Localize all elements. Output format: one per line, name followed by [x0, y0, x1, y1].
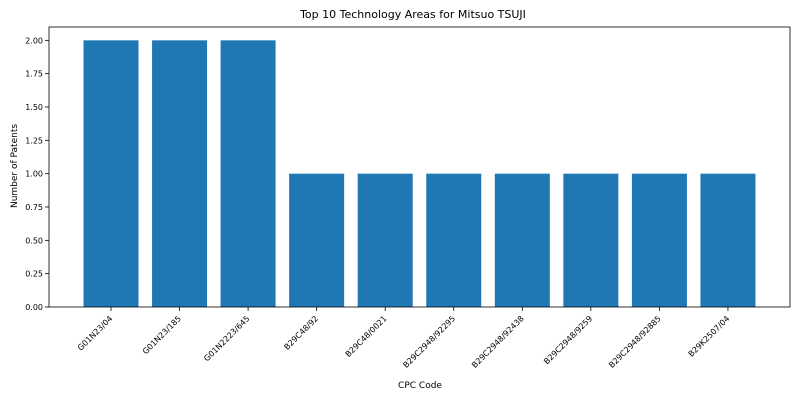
bar	[426, 174, 481, 307]
x-tick-label: B29C2948/9259	[542, 314, 594, 366]
y-tick-label: 0.25	[25, 270, 43, 279]
bar	[84, 40, 139, 307]
y-tick-label: 2.00	[25, 36, 43, 45]
y-tick-label: 0.50	[25, 236, 43, 245]
y-tick-label: 1.25	[25, 136, 43, 145]
bar	[289, 174, 344, 307]
x-tick-label: B29K2507/04	[687, 314, 732, 359]
x-tick-label: B29C48/0021	[344, 314, 389, 359]
y-tick-label: 1.75	[25, 70, 43, 79]
y-tick-label: 1.00	[25, 170, 43, 179]
bar	[632, 174, 687, 307]
y-tick-label: 0.75	[25, 203, 43, 212]
x-tick-label: G01N2223/645	[202, 314, 251, 363]
plot-area: 0.00 0.25 0.50 0.75 1.00 1.25 1.50 1.75 2.00 G01N…	[25, 27, 790, 370]
x-tick-label: G01N23/185	[141, 314, 183, 356]
x-tick-label: B29C48/92	[282, 314, 320, 352]
x-tick-label: B29C2948/92295	[401, 314, 457, 370]
bar	[221, 40, 276, 307]
bar	[563, 174, 618, 307]
x-tick-label: B29C2948/92885	[607, 314, 663, 370]
bar	[152, 40, 207, 307]
x-axis-label: CPC Code	[398, 381, 442, 391]
y-axis-label: Number of Patents	[10, 124, 20, 208]
chart-title: Top 10 Technology Areas for Mitsuo TSUJI	[299, 8, 526, 21]
bar	[700, 174, 755, 307]
bar	[495, 174, 550, 307]
y-tick-label: 0.00	[25, 303, 43, 312]
x-tick-label: B29C2948/92438	[470, 314, 526, 370]
bar	[358, 174, 413, 307]
y-tick-label: 1.50	[25, 103, 43, 112]
x-tick-label: G01N23/04	[76, 314, 114, 352]
